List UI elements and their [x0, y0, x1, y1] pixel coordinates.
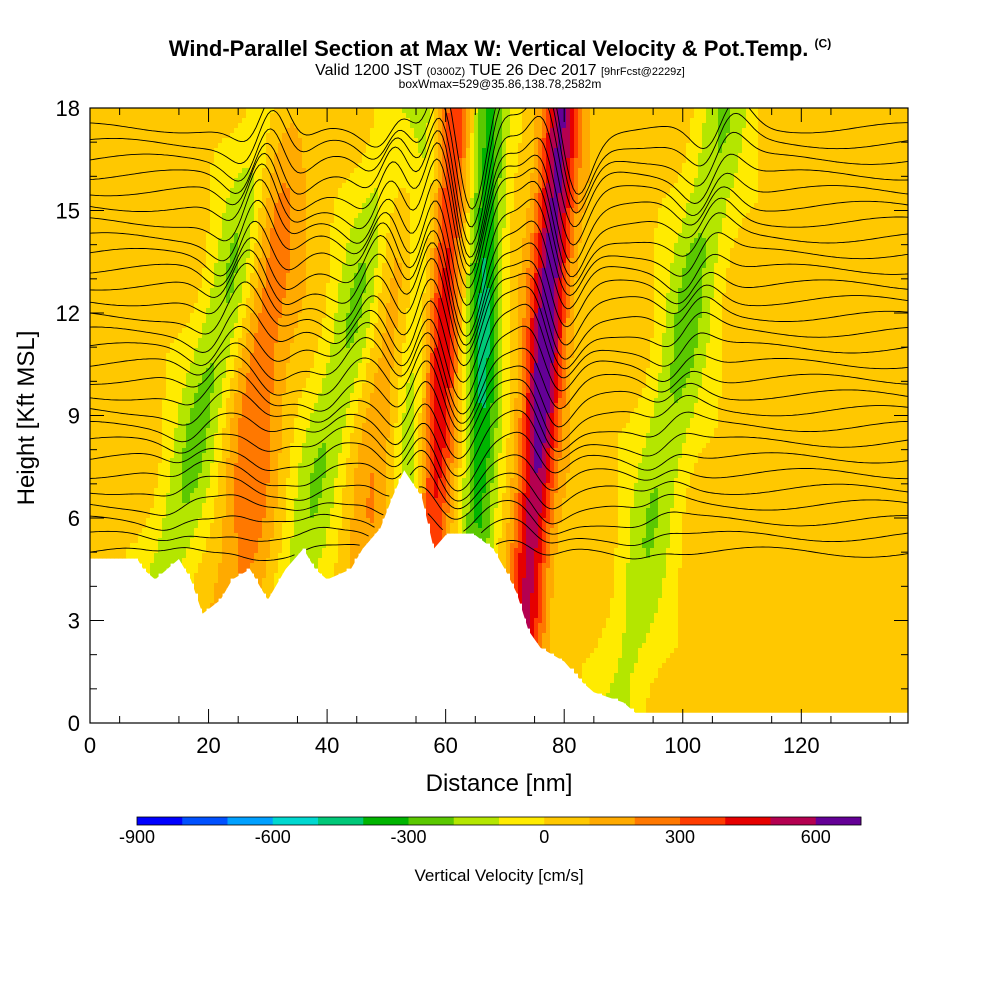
y-tick-label: 6: [68, 506, 80, 531]
colorbar-label: Vertical Velocity [cm/s]: [414, 866, 583, 885]
colorbar-swatch: [499, 817, 545, 825]
colorbar-swatch: [182, 817, 228, 825]
x-tick-label: 60: [433, 733, 457, 758]
x-tick-label: 40: [315, 733, 339, 758]
colorbar-swatch: [725, 817, 771, 825]
colorbar-swatch: [273, 817, 319, 825]
colorbar-swatch: [635, 817, 681, 825]
y-tick-label: 3: [68, 609, 80, 634]
x-tick-label: 100: [664, 733, 701, 758]
colorbar: -900 -600 -300 0 300 600: [119, 817, 861, 847]
colorbar-swatch: [680, 817, 726, 825]
y-axis-label: Height [Kft MSL]: [13, 331, 40, 506]
colorbar-tick-label: -600: [255, 827, 291, 847]
colorbar-tick-label: -300: [390, 827, 426, 847]
colorbar-tick-label: 0: [539, 827, 549, 847]
colorbar-tick-label: -900: [119, 827, 155, 847]
x-tick-label: 120: [783, 733, 820, 758]
colorbar-swatch: [318, 817, 364, 825]
colorbar-swatch: [228, 817, 274, 825]
colorbar-swatch: [590, 817, 636, 825]
y-tick-label: 0: [68, 711, 80, 736]
section-chart: 0 20 40 60 80 100 1200369121518 Distance [nm] …: [0, 0, 1000, 1000]
colorbar-swatch: [544, 817, 590, 825]
y-tick-label: 15: [56, 199, 80, 224]
x-tick-label: 80: [552, 733, 576, 758]
x-tick-label: 0: [84, 733, 96, 758]
colorbar-swatch: [771, 817, 817, 825]
x-axis-label: Distance [nm]: [426, 770, 573, 797]
colorbar-tick-label: 600: [801, 827, 831, 847]
x-tick-label: 20: [196, 733, 220, 758]
y-tick-label: 9: [68, 404, 80, 429]
y-tick-label: 12: [56, 301, 80, 326]
colorbar-swatch: [137, 817, 183, 825]
colorbar-swatch: [816, 817, 862, 825]
y-tick-label: 18: [56, 96, 80, 121]
colorbar-swatch: [454, 817, 500, 825]
colorbar-swatch: [409, 817, 455, 825]
colorbar-tick-label: 300: [665, 827, 695, 847]
colorbar-swatch: [363, 817, 409, 825]
